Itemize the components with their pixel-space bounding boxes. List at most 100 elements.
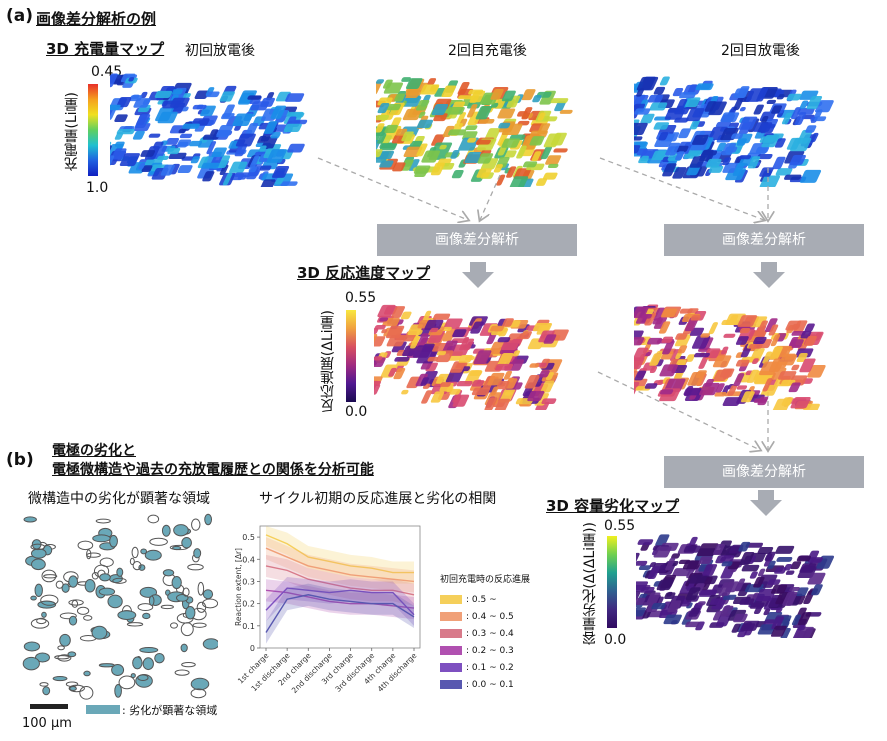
particle <box>503 370 513 380</box>
particle <box>114 114 128 123</box>
micro-particle <box>173 524 189 537</box>
legend-swatch <box>440 646 462 655</box>
particle <box>691 134 709 145</box>
particle <box>790 561 802 570</box>
particle <box>522 161 538 168</box>
particle <box>504 150 517 158</box>
micro-particle <box>91 625 108 640</box>
legend-item-2: : 0.3 ~ 0.4 <box>440 625 580 642</box>
capacity-colorbar-max: 0.55 <box>604 518 636 534</box>
particle <box>111 148 127 160</box>
particle <box>653 122 670 130</box>
micro-particle <box>55 580 64 589</box>
particle <box>790 137 812 152</box>
particle <box>260 97 276 107</box>
particle <box>497 108 516 119</box>
particle <box>285 93 305 102</box>
particle <box>684 317 699 332</box>
particle <box>636 597 646 605</box>
particle <box>698 556 713 564</box>
particle <box>280 181 298 186</box>
particle <box>716 142 727 152</box>
column-label-2: 2回目充電後 <box>448 43 527 59</box>
series-line-4 <box>265 587 415 616</box>
particle <box>766 99 777 105</box>
particle <box>275 177 285 185</box>
particle <box>442 328 457 342</box>
particle <box>744 622 752 629</box>
particle <box>427 78 437 85</box>
particle <box>553 148 568 153</box>
particle <box>416 333 430 348</box>
particle <box>636 88 645 97</box>
particle <box>638 565 652 570</box>
particle <box>131 94 140 99</box>
particle <box>155 107 174 122</box>
micro-particle <box>191 518 201 531</box>
particle <box>490 386 499 396</box>
particle <box>753 576 765 588</box>
y-tick-label: 0.5 <box>242 533 255 542</box>
micro-particle <box>69 686 77 692</box>
legend-swatch <box>440 663 462 672</box>
particle <box>712 610 723 621</box>
particle <box>501 138 520 148</box>
micro-particle <box>77 540 94 551</box>
reaction-map-1 <box>374 304 569 410</box>
particle <box>504 378 518 389</box>
particle <box>394 356 410 362</box>
particle <box>636 552 640 564</box>
arrow-charge2-to-diff1 <box>480 174 501 220</box>
particle <box>383 82 404 94</box>
particle <box>634 108 651 115</box>
particle <box>386 103 402 111</box>
particle <box>545 155 562 165</box>
micro-particle <box>54 655 70 660</box>
particle <box>234 143 248 157</box>
micro-particle <box>197 581 205 596</box>
particle <box>649 366 658 374</box>
particle <box>291 119 308 125</box>
legend-label: : 0.1 ~ 0.2 <box>466 662 514 673</box>
particle <box>721 319 740 326</box>
particle <box>634 370 647 381</box>
particle <box>401 131 414 142</box>
particle <box>775 607 783 613</box>
particle <box>775 168 793 176</box>
micro-particle <box>144 549 162 561</box>
particle <box>685 354 695 362</box>
micro-particle <box>116 567 124 577</box>
particle <box>758 320 768 332</box>
particle <box>420 377 430 386</box>
particle <box>470 321 484 334</box>
particle <box>769 346 783 360</box>
particle <box>664 109 685 120</box>
particle <box>688 574 708 584</box>
particle <box>722 594 737 600</box>
particle <box>468 89 484 95</box>
particle <box>456 380 473 387</box>
micro-particle <box>202 638 218 650</box>
micro-particle <box>30 543 46 551</box>
particle <box>545 372 554 381</box>
particle <box>547 163 559 168</box>
particle <box>244 122 259 137</box>
particle <box>755 588 777 602</box>
particle <box>161 100 169 107</box>
micro-particle <box>154 653 165 664</box>
particle <box>190 156 200 164</box>
particle <box>749 571 758 579</box>
section-a-label: (a) <box>6 6 34 26</box>
particle <box>667 600 682 613</box>
particle <box>805 125 817 133</box>
particle <box>724 146 738 153</box>
particle <box>410 335 421 349</box>
particle <box>791 364 800 371</box>
particle <box>506 166 517 178</box>
particle <box>677 345 688 354</box>
particle <box>377 133 387 144</box>
particle <box>799 563 817 573</box>
particle <box>720 346 729 355</box>
particle <box>420 84 440 95</box>
particle <box>116 128 135 135</box>
